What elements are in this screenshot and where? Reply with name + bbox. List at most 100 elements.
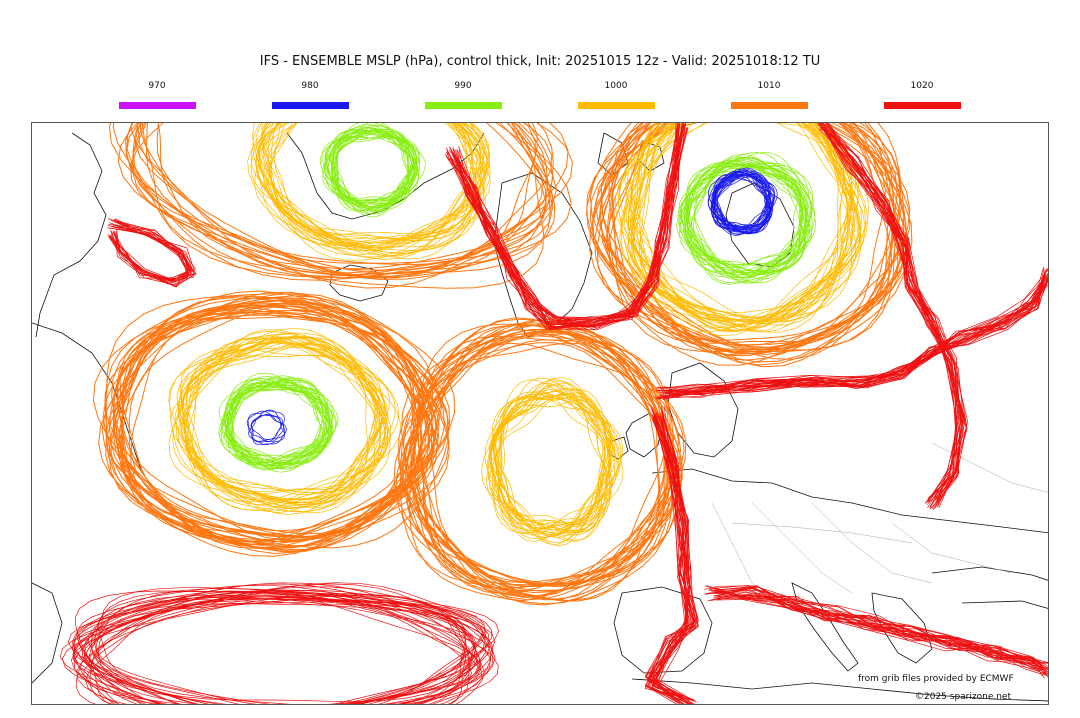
isobar-line <box>115 305 431 545</box>
isobar-line <box>481 388 607 537</box>
isobar-line <box>651 412 698 704</box>
isobar-line <box>589 123 895 351</box>
isobar-line <box>717 598 1046 669</box>
isobar-line <box>497 376 621 528</box>
isobar-line <box>221 379 327 466</box>
isobar-line <box>174 337 368 493</box>
isobar-line <box>393 318 678 597</box>
isobar-line <box>112 123 569 279</box>
isobar-line <box>182 333 376 494</box>
isobar-line <box>714 174 775 233</box>
isobar-line <box>623 123 839 332</box>
isobar-line <box>104 301 432 553</box>
barents-low-990 <box>676 152 816 285</box>
isobar-line <box>121 309 427 541</box>
isobar-line <box>255 123 475 256</box>
isobar-line <box>231 375 333 457</box>
isobar-line <box>448 126 678 322</box>
isobar-line <box>221 377 326 464</box>
isobar-line <box>400 318 677 602</box>
country-borders <box>711 442 1048 604</box>
legend-swatch-1010 <box>731 102 808 109</box>
isobar-line <box>73 590 496 704</box>
isobar-line <box>102 309 421 549</box>
legend-label-1020: 1020 <box>910 81 934 91</box>
barents-low-1000 <box>614 123 869 336</box>
legend-swatch-990 <box>425 102 502 109</box>
isobar-line <box>105 297 450 550</box>
isobar-line <box>646 412 695 703</box>
isobar-line <box>658 268 1045 399</box>
isobar-line <box>657 270 1047 389</box>
atlantic-low-990 <box>218 372 339 473</box>
isobar-line <box>714 591 1045 679</box>
isobar-line <box>489 379 612 526</box>
isobar-line <box>247 409 282 442</box>
legend-label-970: 970 <box>148 81 166 91</box>
isobar-line <box>262 123 481 242</box>
isobar-line <box>636 123 854 319</box>
isobar-line <box>71 598 467 704</box>
isobar-line <box>398 329 668 602</box>
isobar-line <box>614 123 845 322</box>
isobar-line <box>395 324 680 601</box>
isobar-line <box>225 378 325 461</box>
isobar-line <box>134 123 538 264</box>
isobar-line <box>715 599 1048 673</box>
legend-label-1000: 1000 <box>604 81 628 91</box>
isobar-line <box>819 124 959 509</box>
isobar-line <box>263 123 485 248</box>
legend-swatch-1020 <box>884 102 961 109</box>
isobar-line <box>632 123 869 331</box>
isobar-line <box>818 123 968 510</box>
legend-swatch-1000 <box>578 102 655 109</box>
isobar-line <box>107 227 196 287</box>
isobar-line <box>589 123 901 363</box>
isobar-line <box>170 342 379 507</box>
isobar-line <box>497 395 611 535</box>
isobar-line <box>403 317 675 595</box>
isobar-line <box>335 129 419 205</box>
siberia-1020 <box>817 123 968 510</box>
atlantic-low-1000 <box>168 327 401 515</box>
isobar-line <box>72 582 494 704</box>
isobar-line <box>108 123 545 289</box>
isobar-line <box>224 388 326 467</box>
isobar-line <box>650 418 694 704</box>
isobar-line <box>177 335 383 502</box>
isobar-line <box>633 123 848 333</box>
isobar-line <box>617 123 853 323</box>
isobar-line <box>491 384 615 541</box>
isobar-line <box>327 128 409 207</box>
isobar-line <box>491 391 616 536</box>
isobar-line <box>412 339 666 586</box>
isobar-line <box>90 598 472 704</box>
mediterranean-1020 <box>704 585 1048 679</box>
isobar-line <box>178 336 386 503</box>
isobar-line <box>676 163 805 279</box>
isobar-line <box>255 123 472 240</box>
isobar-line <box>484 391 607 543</box>
isobar-line <box>223 378 327 466</box>
isobar-line <box>450 126 683 325</box>
isobar-line <box>589 123 898 356</box>
isobar-line <box>818 128 966 508</box>
isobar-line <box>719 594 1048 670</box>
isobar-line <box>821 123 962 501</box>
isobar-line <box>630 123 849 328</box>
isobar-line <box>59 598 467 704</box>
isobar-line <box>713 595 1043 671</box>
isobar-line <box>625 123 859 326</box>
labrador-1020 <box>107 218 197 288</box>
isobar-line <box>83 600 475 704</box>
isobar-line <box>648 408 694 704</box>
atlantic-low-1010 <box>92 290 456 557</box>
isobar-line <box>137 123 554 276</box>
legend-label-1010: 1010 <box>757 81 781 91</box>
isobar-line <box>706 585 1048 678</box>
isobar-line <box>684 164 813 284</box>
isobar-line <box>493 383 606 524</box>
isobar-line <box>619 123 857 323</box>
isobar-line <box>267 123 485 260</box>
isobar-line <box>267 123 482 247</box>
